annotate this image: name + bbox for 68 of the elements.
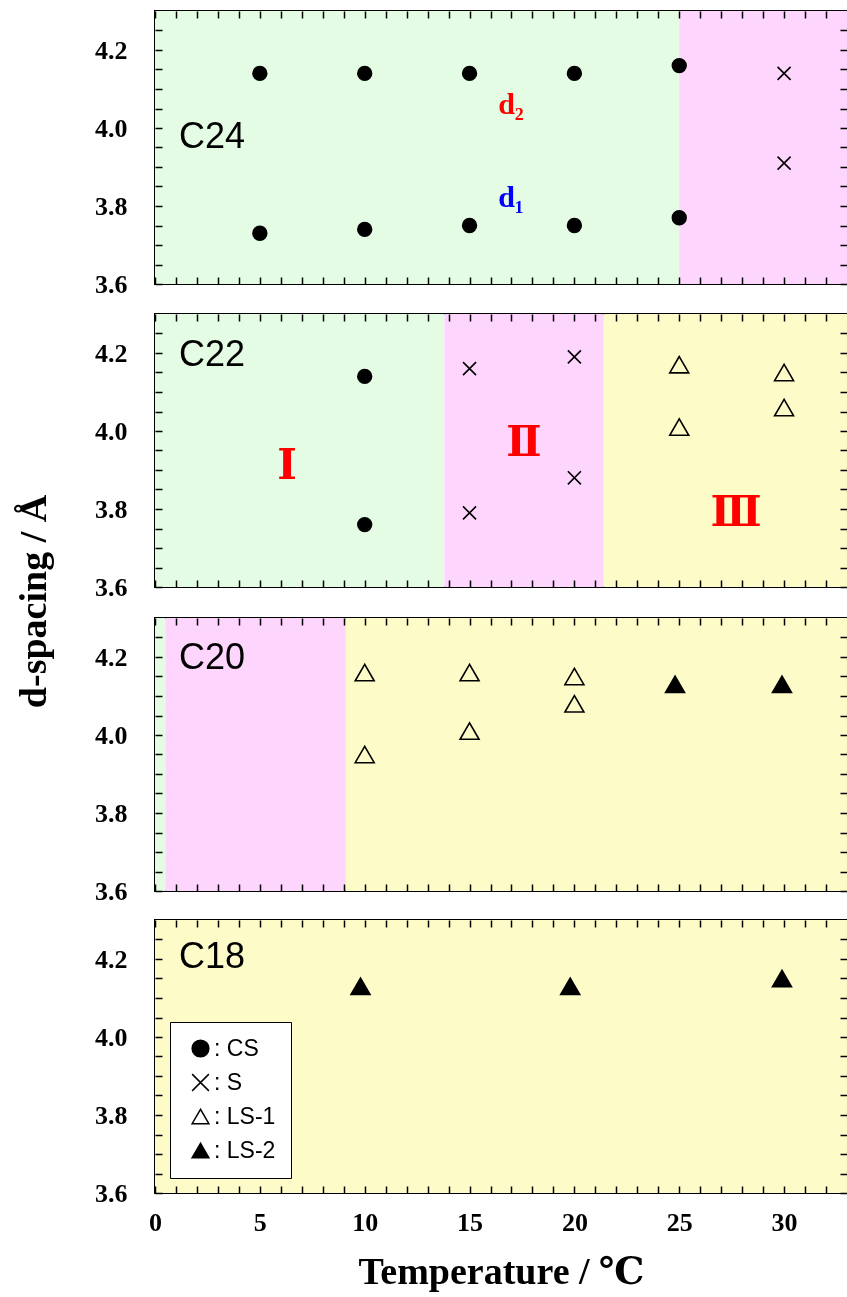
y-tick-label: 3.8 — [95, 191, 128, 221]
annotation: d₂ — [498, 87, 524, 120]
legend-label: : LS-1 — [214, 1102, 276, 1129]
point — [564, 694, 585, 713]
x-tick-label: 30 — [771, 1207, 798, 1237]
annotation: d₁ — [498, 180, 524, 213]
point — [776, 155, 792, 171]
annotation: Ⅰ — [277, 442, 297, 488]
text: C24 — [179, 115, 246, 156]
y-tick-label: 3.6 — [95, 1178, 128, 1208]
point — [252, 65, 268, 82]
point — [354, 663, 375, 682]
annotation: Ⅲ — [710, 489, 762, 535]
chart-title: C18 — [179, 935, 246, 976]
y-tick-label: 4.0 — [95, 113, 128, 143]
y-tick-label: 4.2 — [95, 35, 128, 65]
point — [357, 368, 373, 385]
legend-label: : S — [214, 1068, 243, 1095]
x-tick-label: 0 — [149, 1207, 162, 1237]
y-tick-label: 4.0 — [95, 720, 128, 750]
annotation: Ⅱ — [506, 419, 542, 465]
y-tick-label: 4.2 — [95, 944, 128, 974]
point — [357, 516, 373, 533]
point — [252, 225, 268, 241]
y-tick-label: 4.0 — [95, 1022, 128, 1052]
point — [668, 418, 690, 437]
point — [459, 722, 480, 741]
y-axis-title: d-spacing / Å — [11, 494, 54, 709]
x-tick-label: 25 — [666, 1207, 693, 1237]
y-tick-label: 3.8 — [95, 1100, 128, 1130]
point — [354, 745, 375, 764]
point — [567, 470, 582, 486]
point — [668, 355, 690, 374]
point — [671, 210, 687, 226]
x-tick-label: 10 — [352, 1207, 379, 1237]
x-axis-title: Temperature / ℃ — [358, 1249, 645, 1292]
y-tick-label: 3.8 — [95, 494, 128, 524]
point — [773, 398, 795, 417]
y-tick-label: 4.0 — [95, 416, 128, 446]
point — [564, 667, 585, 686]
point — [462, 361, 477, 376]
x-tick-label: 15 — [457, 1207, 484, 1237]
text: C22 — [179, 333, 246, 374]
point — [566, 217, 583, 234]
y-tick-label: 4.2 — [95, 338, 128, 368]
point — [671, 57, 687, 74]
legend-label: : LS-2 — [214, 1136, 276, 1163]
legend-label: : CS — [214, 1034, 259, 1061]
point — [462, 505, 477, 521]
text: C20 — [179, 636, 246, 677]
point — [664, 675, 686, 694]
x-tick-label: 5 — [253, 1207, 267, 1237]
y-tick-label: 3.6 — [95, 269, 128, 299]
point — [566, 65, 583, 82]
y-tick-label: 3.6 — [95, 572, 128, 602]
point — [357, 65, 373, 82]
y-tick-label: 3.6 — [95, 876, 128, 906]
point — [459, 663, 480, 682]
point — [567, 349, 582, 365]
y-tick-label: 4.2 — [95, 642, 128, 672]
point — [461, 217, 478, 234]
point — [771, 675, 793, 694]
point — [776, 66, 792, 81]
point — [773, 363, 795, 382]
point — [461, 65, 478, 82]
y-tick-label: 3.8 — [95, 798, 128, 828]
point — [357, 221, 373, 238]
x-tick-label: 20 — [561, 1207, 588, 1237]
